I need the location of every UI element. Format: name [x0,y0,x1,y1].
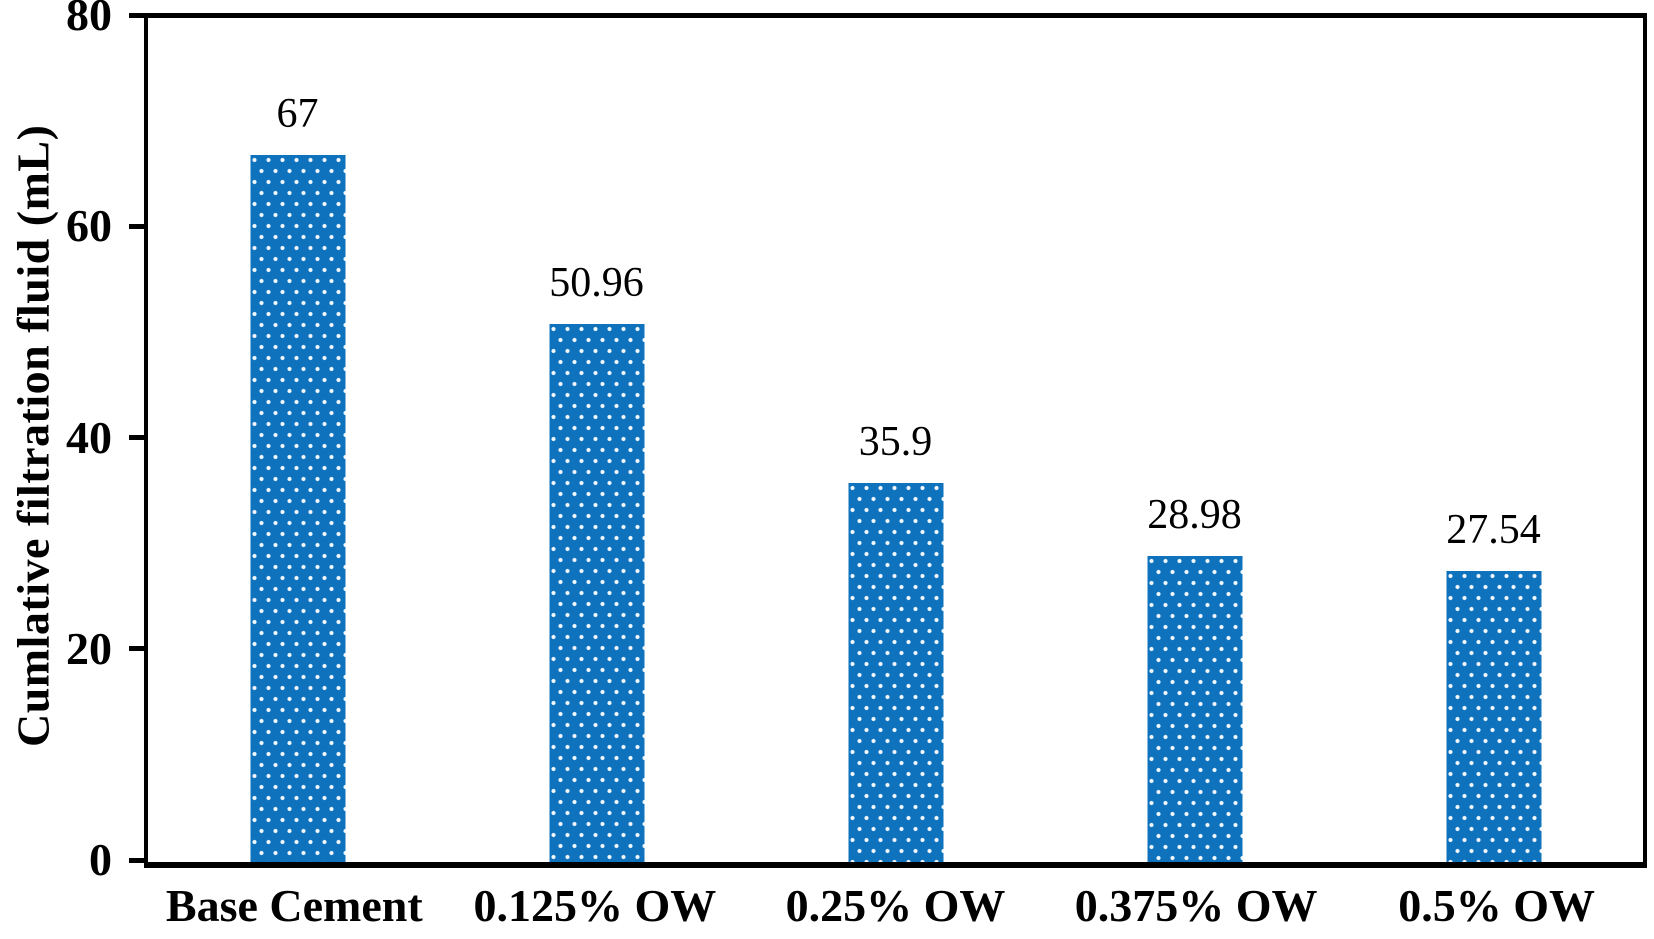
y-tick-mark [129,857,144,863]
bar [250,155,345,862]
bar [1446,571,1541,862]
y-tick-mark [129,223,144,229]
y-tick-label: 0 [89,834,112,885]
bar [549,324,644,862]
y-tick-mark [129,435,144,440]
bar-slot: 67 [148,18,447,862]
bar-slot: 28.98 [1045,18,1344,862]
bar-value-label: 35.9 [858,419,933,466]
y-tick-mark [129,12,144,18]
bar-slot: 27.54 [1344,18,1643,862]
y-tick-label: 40 [66,411,112,463]
x-axis-label: Base Cement [165,880,423,931]
y-tick-mark [129,646,144,652]
bar-value-label: 28.98 [1147,492,1242,539]
x-axis-label: 0.125% OW [473,880,717,931]
y-tick-label: 60 [66,200,112,252]
x-axis-label: 0.25% OW [785,880,1006,931]
bar-value-label: 50.96 [549,260,644,307]
y-tick-label: 20 [66,622,112,674]
x-axis-labels: Base Cement 0.125% OW 0.25% OW 0.375% OW 0.5… [144,878,1647,933]
bar [1147,556,1242,862]
bar-slot: 50.96 [447,18,746,862]
y-axis: 0 20 40 60 80 [0,0,144,883]
x-axis-label: 0.375% OW [1074,880,1318,931]
x-axis-label: 0.5% OW [1398,880,1596,931]
plot-area: 67 50.96 35.9 28.98 27.54 [144,13,1647,868]
bar-value-label: 27.54 [1446,507,1541,554]
bar-value-label: 67 [276,91,319,138]
bars-container: 67 50.96 35.9 28.98 27.54 [148,18,1643,862]
bar [848,483,943,862]
y-tick-label: 80 [66,0,112,40]
bar-slot: 35.9 [746,18,1045,862]
